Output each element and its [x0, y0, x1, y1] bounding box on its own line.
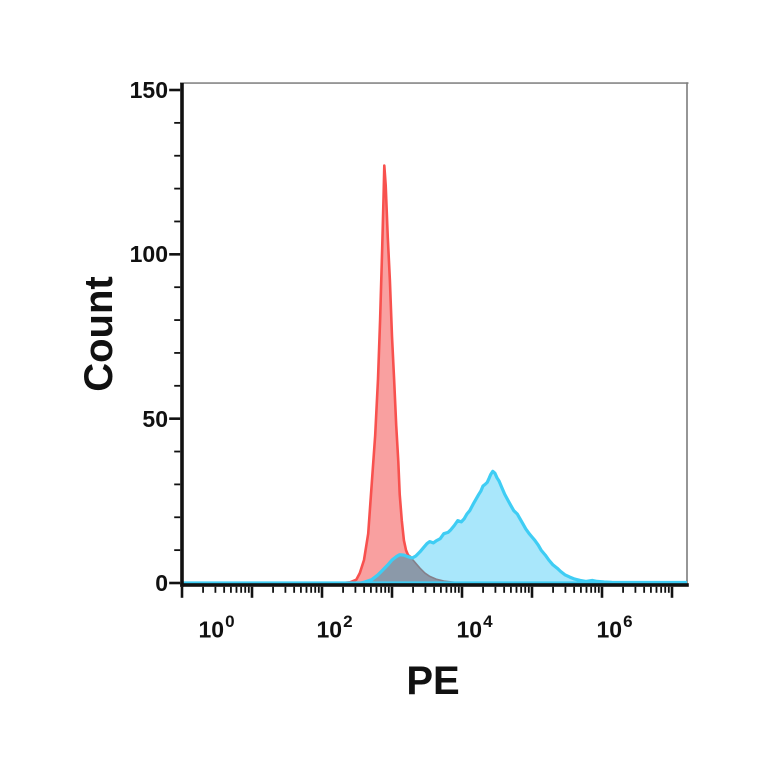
x-tick-label-10e0: 100: [198, 612, 235, 643]
series-red-control: [182, 164, 687, 585]
x-axis-title: PE: [406, 659, 460, 703]
y-tick-label-0: 0: [155, 570, 168, 596]
x-axis-spine: [180, 583, 689, 587]
series-cyan-sample-fill: [182, 471, 686, 583]
plot-frame-top: [180, 82, 689, 84]
y-tick-label-100: 100: [129, 241, 168, 268]
y-axis-title: Count: [77, 276, 121, 392]
y-axis-spine: [180, 83, 184, 587]
series-cyan-sample-line: [182, 469, 687, 585]
y-tick-label-150: 150: [129, 77, 168, 103]
x-tick-label-10e4: 104: [456, 612, 493, 643]
y-tick-label-50: 50: [142, 405, 168, 432]
plot-frame-right: [686, 82, 688, 587]
x-tick-label-10e2: 102: [316, 612, 353, 643]
x-tick-label-10e6: 106: [596, 612, 633, 643]
